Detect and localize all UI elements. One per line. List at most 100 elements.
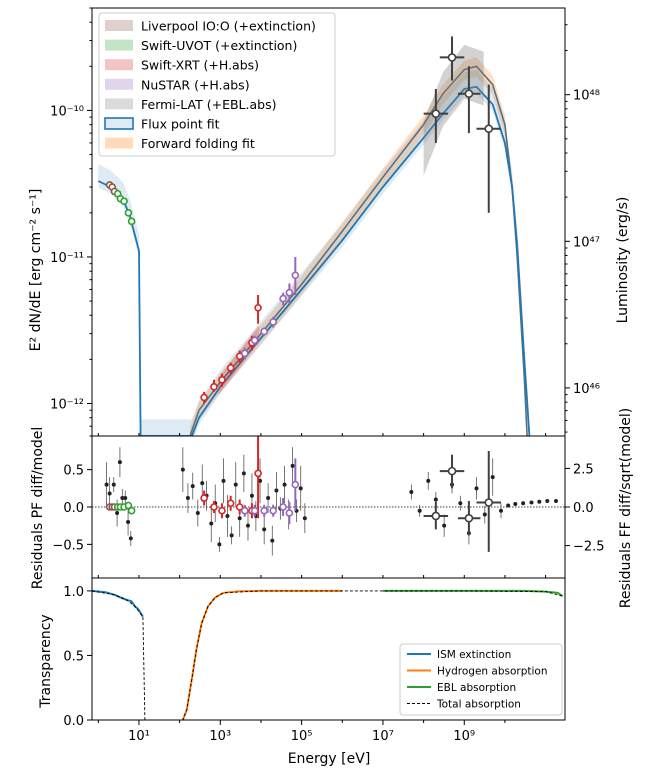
- sed-point-swift-uvot: [120, 197, 128, 206]
- res-point: [180, 467, 185, 472]
- res-point: [498, 508, 503, 513]
- res-point-colored: [254, 469, 262, 478]
- res-point-colored: [124, 501, 133, 510]
- res-point: [225, 513, 230, 518]
- res-point: [490, 475, 495, 480]
- sed-point-nustar: [279, 294, 287, 303]
- sed-point-swift-xrt: [200, 393, 208, 402]
- res-point-colored: [127, 506, 136, 515]
- res-point-colored: [285, 509, 294, 517]
- res-point-colored: [260, 506, 268, 515]
- res-point: [233, 482, 238, 487]
- res-point-colored: [235, 503, 244, 511]
- sed-legend-swatch: [105, 137, 133, 149]
- sed-point-swift-xrt: [218, 376, 226, 384]
- res-point-colored: [218, 506, 226, 515]
- sed-y2tick-label: 10⁴⁸: [573, 89, 600, 104]
- sed-point-fermi-lat: [464, 89, 474, 99]
- tr-legend-label: EBL absorption: [437, 682, 516, 694]
- residuals-panel: −0.5 0.0 0.5 −2.5 0.0 2.5: [52, 435, 605, 579]
- res-point: [529, 500, 534, 505]
- sed-legend-swatch: [105, 39, 133, 51]
- sed-point-nustar: [260, 327, 268, 336]
- res-point: [433, 497, 438, 502]
- res-point: [111, 482, 116, 487]
- sed-legend-swatch: [105, 78, 133, 90]
- res-point: [221, 478, 226, 483]
- tr-ytick-label: 0.5: [63, 649, 84, 664]
- sed-legend-label: Liverpool IO:O (+extinction): [141, 19, 316, 34]
- xtick-label: 10¹: [128, 729, 150, 744]
- ism-line: [92, 589, 144, 618]
- sed-point-swift-xrt: [226, 364, 235, 372]
- res-point: [241, 471, 246, 476]
- res-point: [302, 516, 307, 521]
- sed-point-nustar: [291, 271, 300, 280]
- res-point: [128, 536, 133, 541]
- res-point: [195, 510, 200, 515]
- res-point: [266, 496, 271, 501]
- sed-legend-label: Fermi-LAT (+EBL.abs): [141, 97, 276, 112]
- res-point: [217, 542, 222, 547]
- res-point: [237, 516, 242, 521]
- res-y2tick-label: 0.0: [573, 501, 594, 516]
- fermi-band: [423, 44, 484, 176]
- sed-point-swift-uvot: [127, 217, 136, 226]
- sed-y2tick-label: 10⁴⁶: [573, 382, 600, 397]
- tr-legend-label: Total absorption: [436, 699, 521, 711]
- tr-legend-label: ISM extinction: [437, 649, 511, 661]
- res-ytick-label: 0.0: [63, 501, 84, 516]
- res-point: [270, 538, 275, 543]
- res-point: [209, 521, 214, 526]
- res-point: [200, 481, 205, 486]
- res-point: [537, 499, 542, 504]
- sed-point-nustar: [250, 336, 259, 345]
- res-point-colored: [250, 506, 259, 515]
- res-lat-point: [464, 513, 474, 523]
- res-point: [249, 493, 254, 498]
- sed-legend-label: Swift-UVOT (+extinction): [141, 38, 297, 53]
- res-point: [245, 523, 250, 528]
- res-point: [123, 496, 128, 501]
- xtick-label: 10⁷: [372, 729, 394, 744]
- tr-ylabel: Transparency: [38, 614, 54, 708]
- res-point: [482, 512, 487, 517]
- res-point-colored: [200, 494, 208, 502]
- res-plot-area: [92, 436, 565, 556]
- sed-legend-label: NuSTAR (+H.abs): [141, 77, 250, 92]
- sed-point-swift-xrt: [254, 303, 262, 312]
- res-point: [417, 508, 422, 513]
- sed-ytick-label: 10⁻¹⁰: [50, 104, 84, 119]
- sed-legend-swatch: [104, 117, 134, 130]
- tr-ytick-label: 1.0: [63, 585, 84, 600]
- res-y2label: Residuals FF diff/sqrt(model): [618, 408, 634, 609]
- tr-legend-box: [399, 643, 563, 716]
- xtick-label: 10⁹: [453, 729, 475, 744]
- flux-fit-line: [97, 85, 531, 436]
- res-point: [506, 503, 511, 508]
- tr-legend-label: Hydrogen absorption: [437, 666, 548, 678]
- res-point-colored: [210, 503, 218, 511]
- sed-panel: 10⁻¹² 10⁻¹¹ 10⁻¹⁰ 10⁴⁶ 10⁴⁷ 10⁴⁸ Liverpool IO:…: [50, 7, 600, 437]
- sed-point-nustar: [240, 349, 249, 358]
- sed-point-fermi-lat: [484, 124, 494, 134]
- res-point: [185, 496, 190, 501]
- res-point: [513, 502, 518, 507]
- res-y2tick-label: 2.5: [573, 462, 594, 477]
- sed-legend-label: Flux point fit: [141, 117, 220, 132]
- sed-point-fermi-lat: [447, 53, 457, 62]
- res-ylabel: Residuals PF diff/model: [30, 427, 46, 590]
- res-y2tick-label: −2.5: [573, 540, 605, 555]
- res-point: [115, 510, 120, 515]
- forward-fit-band: [190, 57, 528, 436]
- sed-point-fermi-lat: [431, 109, 441, 118]
- res-lat-point: [447, 466, 457, 476]
- res-point: [545, 499, 550, 504]
- res-point: [262, 527, 267, 532]
- sed-legend-swatch: [105, 59, 133, 71]
- xtick-label: 10⁵: [291, 729, 313, 744]
- sed-ylabel: E² dN/dE [erg cm⁻² s⁻¹]: [28, 189, 44, 352]
- res-point-colored: [269, 506, 277, 515]
- hydrogen-line: [181, 589, 343, 720]
